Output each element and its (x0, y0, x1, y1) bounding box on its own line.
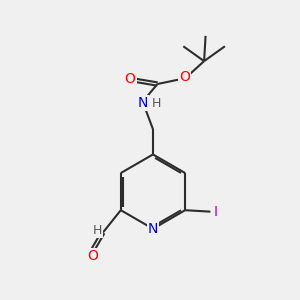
Text: N: N (148, 222, 158, 236)
Text: H: H (93, 224, 102, 238)
Text: I: I (214, 205, 218, 219)
Text: O: O (179, 70, 190, 84)
Text: H: H (152, 97, 161, 110)
Text: N: N (137, 96, 148, 110)
Text: O: O (87, 249, 98, 263)
Text: O: O (124, 72, 136, 86)
